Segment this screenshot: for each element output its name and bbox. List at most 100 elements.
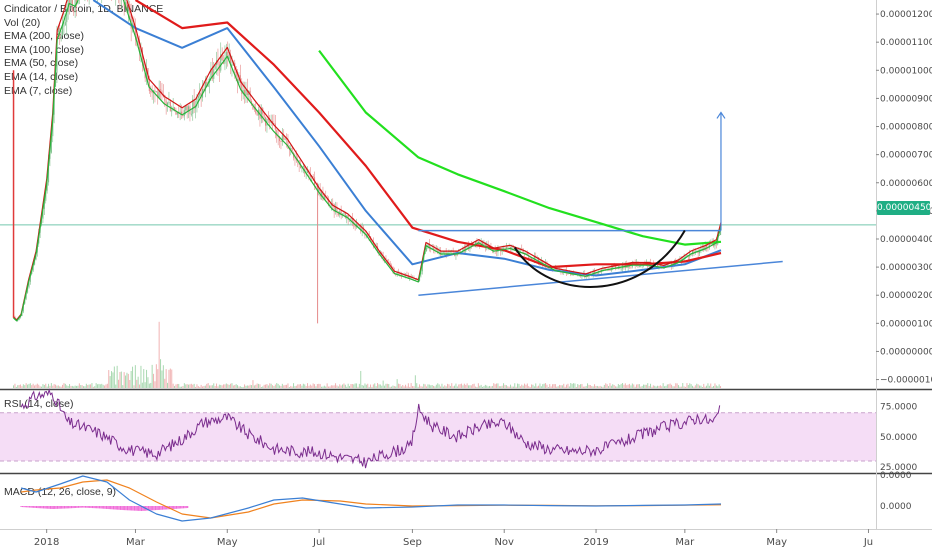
volume-bar bbox=[14, 383, 16, 388]
volume-bar bbox=[255, 384, 257, 388]
volume-bar bbox=[190, 383, 192, 388]
macd-hist-bar bbox=[63, 506, 66, 509]
volume-bar bbox=[605, 383, 607, 388]
candle-body bbox=[530, 258, 533, 260]
volume-bar bbox=[420, 386, 422, 388]
volume-bar bbox=[595, 385, 597, 388]
volume-bar bbox=[431, 384, 433, 388]
volume-bar bbox=[59, 386, 61, 388]
macd-hist-bar bbox=[143, 506, 145, 511]
candle-body bbox=[180, 111, 183, 115]
macd-hist-bar bbox=[164, 506, 166, 510]
volume-bar bbox=[157, 369, 159, 388]
macd-hist-bar bbox=[112, 506, 115, 510]
macd-hist-bar bbox=[70, 506, 73, 509]
candle-body bbox=[491, 248, 493, 251]
candle-body bbox=[511, 246, 513, 250]
volume-bar bbox=[496, 383, 498, 388]
volume-bar bbox=[599, 385, 601, 388]
volume-bar bbox=[598, 386, 600, 388]
rsi-tick-label: 25.0000 bbox=[880, 463, 917, 473]
volume-bar bbox=[203, 385, 205, 388]
candle-body bbox=[228, 55, 230, 59]
volume-bar bbox=[90, 384, 92, 388]
volume-bar bbox=[718, 384, 720, 388]
volume-bar bbox=[248, 385, 250, 388]
volume-bar bbox=[336, 385, 338, 388]
volume-bar bbox=[38, 384, 40, 388]
macd-hist-bar bbox=[132, 506, 134, 511]
candle-body bbox=[434, 249, 436, 251]
candle-body bbox=[696, 250, 698, 252]
volume-bar bbox=[196, 384, 198, 388]
volume-bar bbox=[528, 386, 530, 388]
volume-bar bbox=[64, 383, 66, 388]
volume-bar bbox=[708, 385, 710, 388]
volume-bar bbox=[407, 383, 409, 388]
macd-hist-bar bbox=[157, 506, 159, 510]
candle-body bbox=[340, 211, 342, 216]
candle-body bbox=[623, 263, 625, 268]
volume-bar bbox=[588, 384, 590, 388]
volume-bar bbox=[95, 383, 97, 388]
volume-bar bbox=[210, 385, 212, 388]
candle-body bbox=[397, 271, 400, 273]
candle-body bbox=[148, 80, 150, 92]
volume-bar bbox=[165, 369, 167, 388]
volume-bar bbox=[517, 383, 519, 388]
volume-bar bbox=[715, 385, 717, 388]
volume-bar bbox=[111, 371, 113, 388]
candle-body bbox=[168, 101, 170, 103]
volume-bar bbox=[66, 385, 68, 388]
volume-bar bbox=[217, 386, 219, 388]
volume-bar bbox=[673, 386, 675, 388]
volume-bar bbox=[60, 386, 62, 388]
macd-hist-bar bbox=[152, 506, 154, 511]
candle-body bbox=[409, 275, 411, 279]
volume-bar bbox=[389, 386, 391, 388]
macd-hist-bar bbox=[111, 506, 113, 510]
volume-bar bbox=[344, 384, 346, 388]
volume-bar bbox=[39, 386, 41, 388]
volume-bar bbox=[637, 384, 639, 388]
candle-body bbox=[509, 246, 512, 250]
volume-bar bbox=[377, 383, 379, 388]
volume-bar bbox=[154, 381, 156, 388]
candle-body bbox=[271, 121, 274, 124]
volume-bar bbox=[364, 383, 366, 388]
candle-body bbox=[437, 248, 439, 254]
macd-hist-bar bbox=[180, 506, 182, 509]
indicator-ema14: EMA (14, close) bbox=[4, 70, 79, 83]
macd-hist-bar bbox=[77, 506, 80, 508]
volume-bar bbox=[281, 383, 283, 388]
volume-bar bbox=[360, 370, 362, 388]
candle-body bbox=[521, 248, 523, 250]
volume-bar bbox=[596, 385, 598, 388]
time-tick-label: Nov bbox=[494, 537, 514, 548]
volume-bar bbox=[129, 379, 131, 388]
volume-bar bbox=[322, 386, 324, 388]
macd-hist-bar bbox=[58, 506, 60, 509]
volume-bar bbox=[199, 386, 201, 388]
volume-bar bbox=[347, 383, 349, 388]
volume-bar bbox=[109, 376, 111, 388]
time-tick-label: 2018 bbox=[34, 537, 59, 548]
macd-hist-bar bbox=[65, 506, 67, 509]
macd-hist-bar bbox=[126, 506, 129, 511]
volume-bar bbox=[494, 384, 496, 388]
volume-bar bbox=[435, 384, 437, 388]
volume-bar bbox=[241, 386, 243, 388]
macd-hist-bar bbox=[156, 506, 158, 511]
volume-bar bbox=[280, 385, 282, 388]
macd-hist-bar bbox=[170, 506, 172, 510]
volume-bar bbox=[305, 386, 307, 388]
volume-bar bbox=[498, 386, 500, 388]
volume-bar bbox=[116, 365, 118, 388]
candle-body bbox=[614, 266, 617, 269]
volume-bar bbox=[609, 383, 611, 388]
volume-bar bbox=[182, 386, 184, 388]
candle-body bbox=[626, 263, 628, 268]
candle-body bbox=[29, 274, 31, 282]
volume-bar bbox=[679, 386, 681, 388]
